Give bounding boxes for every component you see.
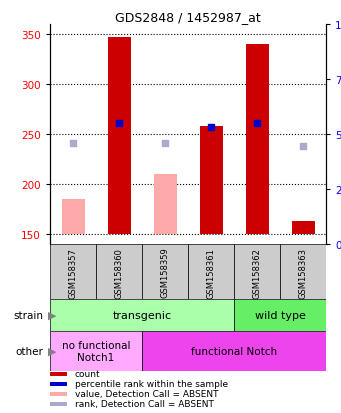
Point — [116, 121, 122, 127]
Text: value, Detection Call = ABSENT: value, Detection Call = ABSENT — [75, 389, 218, 399]
Bar — [246, 45, 268, 235]
Text: percentile rank within the sample: percentile rank within the sample — [75, 380, 228, 388]
Text: strain: strain — [13, 310, 43, 320]
Text: GSM158362: GSM158362 — [252, 247, 262, 298]
Text: ▶: ▶ — [48, 310, 57, 320]
Bar — [50, 402, 66, 406]
Point — [162, 140, 168, 147]
Text: rank, Detection Call = ABSENT: rank, Detection Call = ABSENT — [75, 399, 214, 408]
Bar — [50, 331, 142, 371]
Bar — [188, 244, 234, 299]
Text: GSM158363: GSM158363 — [298, 247, 308, 298]
Title: GDS2848 / 1452987_at: GDS2848 / 1452987_at — [115, 11, 261, 24]
Text: count: count — [75, 370, 101, 378]
Bar — [234, 299, 326, 331]
Bar — [61, 199, 85, 235]
Bar — [96, 244, 142, 299]
Bar — [50, 244, 96, 299]
Bar — [153, 175, 177, 235]
Text: ▶: ▶ — [48, 346, 57, 356]
Point — [208, 124, 214, 131]
Point — [70, 140, 76, 147]
Text: other: other — [15, 346, 43, 356]
Bar — [280, 244, 326, 299]
Bar — [142, 244, 188, 299]
Text: transgenic: transgenic — [113, 310, 172, 320]
Bar — [199, 127, 222, 235]
Bar — [50, 299, 234, 331]
Text: no functional
Notch1: no functional Notch1 — [62, 340, 130, 362]
Bar — [107, 38, 131, 235]
Text: GSM158361: GSM158361 — [207, 247, 216, 298]
Bar — [50, 382, 66, 386]
Bar — [292, 221, 314, 235]
Point — [300, 143, 306, 150]
Text: GSM158357: GSM158357 — [69, 247, 77, 298]
Bar — [234, 244, 280, 299]
Point — [254, 121, 260, 127]
Text: GSM158359: GSM158359 — [161, 247, 169, 298]
Text: wild type: wild type — [255, 310, 306, 320]
Bar — [50, 392, 66, 396]
Bar — [142, 331, 326, 371]
Bar — [50, 372, 66, 376]
Text: functional Notch: functional Notch — [191, 346, 277, 356]
Text: GSM158360: GSM158360 — [115, 247, 123, 298]
